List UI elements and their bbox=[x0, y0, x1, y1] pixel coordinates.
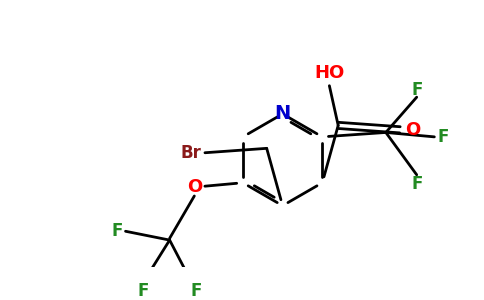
Text: F: F bbox=[411, 175, 423, 193]
Text: F: F bbox=[111, 222, 122, 240]
Text: F: F bbox=[137, 282, 149, 300]
Text: F: F bbox=[411, 81, 423, 99]
Text: O: O bbox=[405, 121, 420, 139]
Text: F: F bbox=[438, 128, 449, 146]
Text: Br: Br bbox=[181, 144, 201, 162]
Text: F: F bbox=[190, 282, 202, 300]
Text: N: N bbox=[274, 104, 291, 123]
Text: HO: HO bbox=[314, 64, 345, 82]
Text: O: O bbox=[187, 178, 202, 196]
